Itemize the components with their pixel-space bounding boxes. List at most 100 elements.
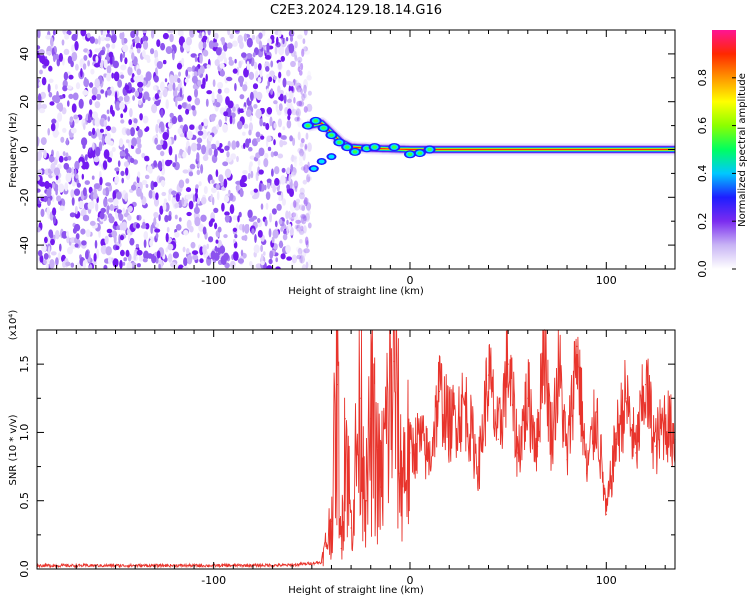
noise-speckle: [68, 74, 74, 80]
snr-point: [330, 520, 333, 522]
noise-speckle: [41, 243, 47, 253]
noise-speckle: [266, 178, 272, 183]
noise-speckle: [131, 184, 137, 191]
noise-speckle: [255, 131, 261, 138]
noise-speckle: [252, 194, 258, 200]
noise-speckle: [156, 144, 163, 151]
noise-speckle: [226, 76, 233, 82]
noise-speckle: [126, 261, 133, 269]
noise-speckle: [56, 195, 62, 202]
noise-speckle: [296, 224, 301, 232]
snr-point: [664, 418, 666, 420]
noise-speckle: [109, 204, 114, 211]
noise-speckle: [55, 257, 59, 266]
noise-speckle: [305, 212, 310, 222]
noise-speckle: [305, 202, 312, 211]
noise-speckle: [194, 55, 198, 63]
noise-speckle: [156, 39, 161, 47]
y-tick-label: 0.0: [18, 560, 31, 578]
noise-speckle: [158, 264, 161, 269]
noise-speckle: [168, 159, 173, 165]
noise-speckle: [104, 36, 111, 42]
noise-speckle: [137, 142, 142, 149]
noise-speckle: [297, 131, 301, 141]
noise-speckle: [294, 224, 299, 230]
noise-speckle: [38, 81, 42, 87]
noise-speckle: [127, 66, 133, 76]
noise-speckle: [89, 36, 95, 44]
noise-speckle: [61, 39, 65, 46]
noise-speckle: [178, 71, 181, 77]
noise-speckle: [181, 197, 185, 206]
noise-speckle: [187, 145, 191, 156]
noise-speckle: [258, 147, 265, 157]
noise-speckle: [301, 249, 307, 258]
noise-speckle: [124, 193, 128, 202]
noise-speckle: [275, 102, 278, 113]
noise-speckle: [39, 254, 44, 263]
noise-speckle: [197, 232, 200, 239]
noise-speckle: [198, 41, 204, 51]
noise-speckle: [257, 218, 261, 223]
y-tick-label: 0.5: [18, 492, 31, 510]
snr-point: [409, 452, 411, 454]
noise-speckle: [74, 205, 78, 215]
snr-point: [635, 452, 637, 454]
noise-speckle: [187, 95, 192, 102]
noise-speckle: [119, 234, 125, 241]
noise-speckle: [170, 44, 177, 55]
snr-point: [625, 397, 627, 399]
noise-speckle: [187, 103, 192, 112]
noise-speckle: [206, 243, 209, 250]
noise-speckle: [99, 212, 105, 220]
noise-speckle: [51, 194, 55, 203]
noise-speckle: [158, 214, 161, 222]
noise-speckle: [220, 255, 227, 266]
noise-speckle: [234, 30, 239, 33]
noise-speckle: [109, 55, 113, 65]
noise-speckle: [249, 161, 253, 167]
noise-speckle: [181, 102, 187, 109]
noise-speckle: [100, 245, 108, 255]
noise-speckle: [232, 40, 238, 47]
noise-speckle: [153, 217, 157, 226]
noise-speckle: [99, 176, 103, 186]
noise-speckle: [270, 60, 274, 68]
noise-speckle: [128, 119, 133, 125]
noise-speckle: [145, 126, 150, 132]
noise-speckle: [176, 62, 183, 70]
noise-speckle: [132, 95, 136, 101]
noise-speckle: [87, 113, 91, 124]
noise-speckle: [133, 118, 138, 124]
noise-speckle: [100, 30, 103, 36]
noise-speckle: [195, 184, 199, 189]
noise-speckle: [43, 253, 49, 260]
noise-speckle: [202, 244, 207, 255]
noise-speckle: [67, 100, 70, 107]
snr-y-label: SNR (10 * v/v): [8, 414, 19, 485]
noise-speckle: [117, 79, 122, 88]
noise-speckle: [306, 174, 311, 183]
noise-speckle: [74, 237, 77, 244]
noise-speckle: [135, 136, 142, 145]
noise-speckle: [197, 79, 202, 87]
noise-speckle: [219, 148, 225, 153]
noise-speckle: [202, 226, 207, 235]
noise-speckle: [48, 78, 54, 84]
noise-speckle: [304, 145, 308, 152]
noise-speckle: [136, 223, 140, 229]
noise-speckle: [282, 126, 286, 131]
noise-speckle: [106, 72, 112, 82]
noise-speckle: [218, 119, 223, 128]
noise-speckle: [229, 115, 233, 125]
noise-speckle: [87, 60, 90, 67]
snr-point: [344, 418, 346, 420]
noise-speckle: [90, 147, 96, 158]
noise-speckle: [289, 35, 294, 42]
noise-speckle: [168, 145, 173, 156]
noise-speckle: [282, 233, 288, 241]
noise-speckle: [37, 188, 41, 193]
noise-speckle: [245, 138, 250, 148]
noise-speckle: [103, 59, 108, 69]
